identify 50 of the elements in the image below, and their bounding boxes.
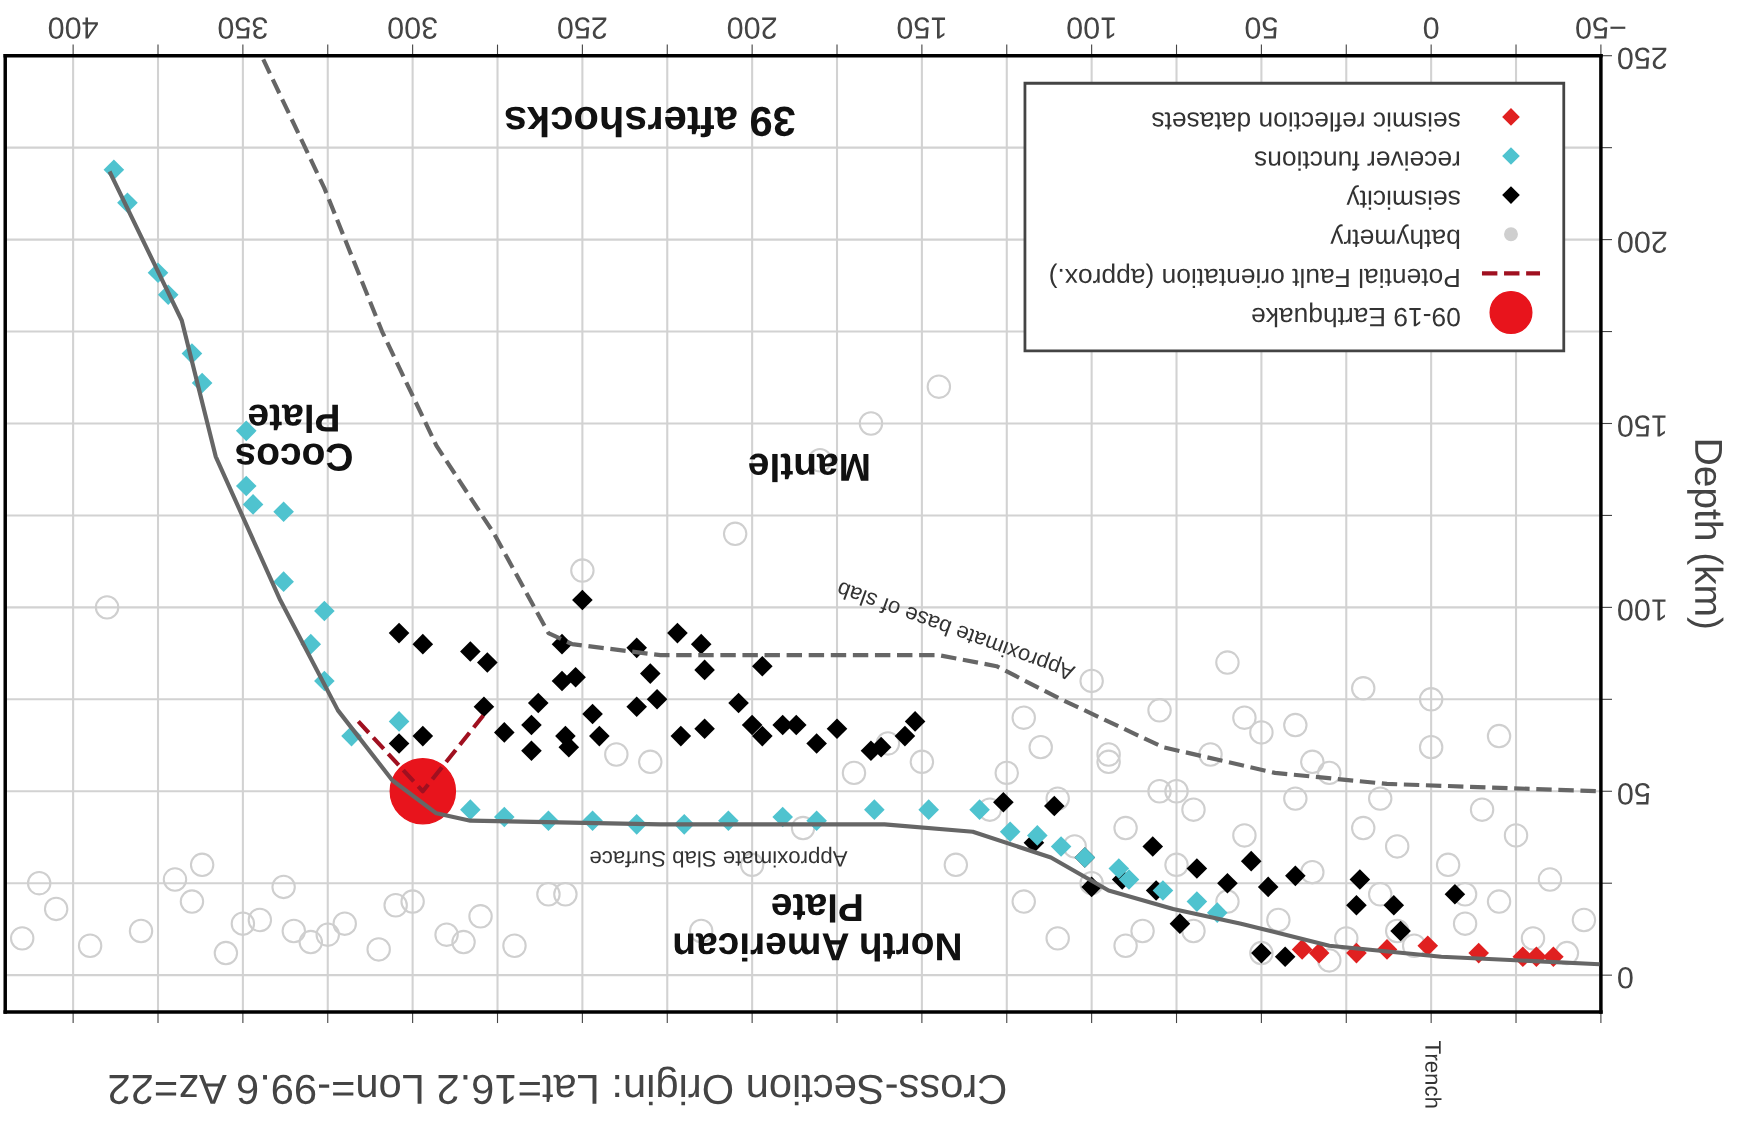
point [918, 799, 939, 820]
legend-label: seismicity [1346, 185, 1461, 210]
point [273, 571, 294, 592]
point [1417, 935, 1439, 957]
x-tick-label: −50 [1576, 17, 1626, 39]
point [1027, 825, 1048, 846]
x-tick-label: 350 [218, 17, 268, 39]
legend-label: seismic reflection datasets [1152, 112, 1461, 132]
annotation: North American Plate [674, 893, 960, 962]
point [388, 711, 410, 732]
y-tick-label: 0 [1618, 966, 1633, 989]
text: Cross-Section Origin: Lat=16.2 Lon=-99.6 Az=22 [109, 1066, 1006, 1106]
point [235, 475, 257, 497]
point [1186, 891, 1208, 912]
point [1118, 869, 1140, 890]
point [242, 494, 264, 515]
y-tick-label: 100 [1618, 599, 1666, 621]
y-tick-label: 250 [1618, 47, 1667, 70]
annotation: 39 aftershocks [505, 106, 795, 138]
x-tick-label: 150 [897, 17, 946, 39]
point [1108, 858, 1130, 879]
point [969, 799, 990, 820]
x-tick-label: 200 [727, 17, 777, 39]
x-tick-label: 0 [1423, 17, 1439, 39]
y-axis-title: Depth (km) [1687, 440, 1724, 628]
annotation: Approximate Slab Surface [590, 846, 848, 868]
y-tick-label: 150 [1618, 415, 1666, 437]
annotation: Cocos Plate [236, 404, 352, 472]
x-tick-label: 50 [1245, 17, 1278, 39]
point [460, 799, 481, 820]
point [864, 799, 885, 820]
y-tick-label: 50 [1618, 783, 1650, 805]
point [273, 501, 294, 523]
annotation: Mantle [749, 453, 869, 483]
point [1050, 836, 1072, 857]
x-tick-label: 100 [1067, 17, 1115, 39]
legend-label: bathymetry [1330, 224, 1460, 249]
y-tick-label: 200 [1618, 231, 1667, 254]
annotation: Trench [1425, 1041, 1442, 1108]
point [999, 821, 1021, 843]
point [1152, 880, 1174, 901]
point [314, 600, 335, 622]
x-tick-label: 300 [388, 17, 437, 39]
x-tick-label: 250 [558, 17, 607, 39]
legend-label: 09-19 Earthquake [1252, 302, 1460, 328]
legend-label: Potential Fault orientation (approx.) [1050, 263, 1459, 289]
point [1291, 939, 1313, 960]
x-tick-label: 400 [48, 17, 98, 39]
point [1308, 942, 1330, 964]
legend-label: receiver functions [1255, 151, 1460, 171]
